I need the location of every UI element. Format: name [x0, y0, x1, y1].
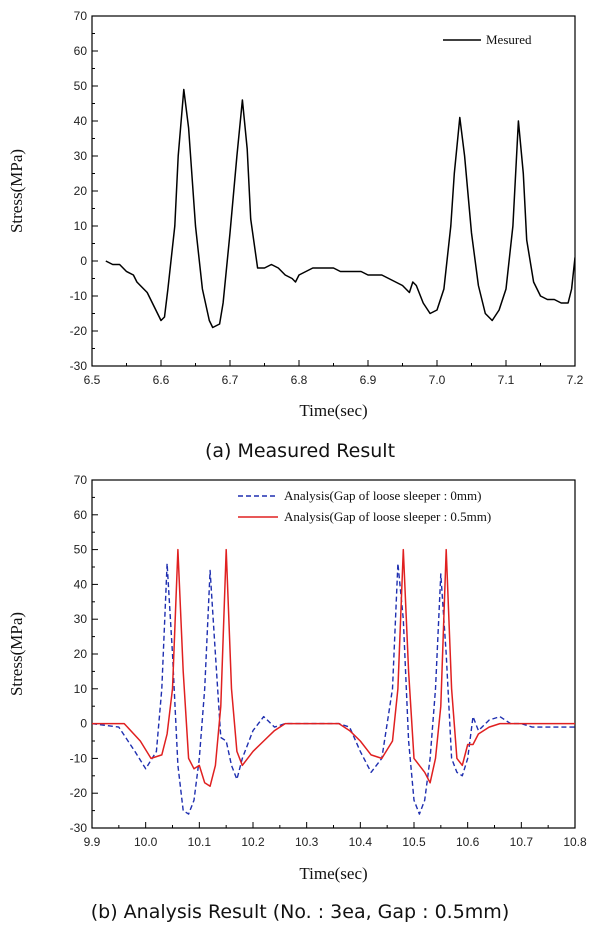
x-tick-label: 6.5: [84, 373, 101, 387]
legend-label: Analysis(Gap of loose sleeper : 0mm): [284, 488, 481, 503]
legend-label: Mesured: [486, 32, 532, 47]
x-tick-label: 6.6: [153, 373, 170, 387]
x-tick-label: 7.1: [498, 373, 515, 387]
x-tick-label: 6.7: [222, 373, 239, 387]
x-tick-label: 10.4: [349, 835, 373, 849]
y-tick-label: 60: [74, 44, 88, 58]
x-tick-label: 10.8: [563, 835, 587, 849]
series-line-2: [92, 548, 575, 787]
x-tick-label: 10.5: [402, 835, 426, 849]
x-tick-label: 9.9: [84, 835, 101, 849]
y-tick-label: -10: [70, 289, 88, 303]
x-tick-label: 10.6: [456, 835, 480, 849]
x-axis-label: Time(sec): [299, 401, 367, 420]
chart-measured: -30 -20 -10 0 10 20 30 40 50 60 70 6.5 6.6 6.7 6.8 6.9 7…: [7, 9, 584, 420]
y-tick-label: -10: [70, 751, 88, 765]
x-tick-label: 10.7: [510, 835, 534, 849]
y-axis-label: Stress(MPa): [7, 149, 26, 233]
x-tick-label: 10.0: [134, 835, 158, 849]
y-tick-label: 50: [74, 79, 88, 93]
figure-caption: (b) Analysis Result (No. : 3ea, Gap : 0.…: [91, 901, 509, 923]
plot-frame: [91, 479, 576, 829]
x-axis-label: Time(sec): [299, 864, 367, 883]
y-tick-label: 70: [74, 9, 88, 23]
series-line-1: [92, 562, 575, 815]
y-tick-label: -30: [70, 359, 88, 373]
y-tick-label: 50: [74, 543, 88, 557]
chart-analysis: -30 -20 -10 0 10 20 30 40 50 60 70 9.9 10.0 10.1 10.2 1…: [7, 473, 587, 883]
y-tick-label: 0: [80, 717, 87, 731]
y-tick-label: 20: [74, 647, 88, 661]
legend-label: Analysis(Gap of loose sleeper : 0.5mm): [284, 509, 491, 524]
x-tick-label: 6.8: [291, 373, 308, 387]
x-tick-label: 10.1: [188, 835, 212, 849]
x-tick-label: 10.2: [241, 835, 265, 849]
x-tick-label: 7.2: [567, 373, 584, 387]
x-tick-label: 7.0: [429, 373, 446, 387]
y-tick-label: 10: [74, 219, 88, 233]
y-tick-label: 60: [74, 508, 88, 522]
y-axis-label: Stress(MPa): [7, 612, 26, 696]
series-line-1: [105, 88, 575, 329]
y-tick-label: 70: [74, 473, 88, 487]
y-tick-label: 40: [74, 577, 88, 591]
y-tick-label: -30: [70, 821, 88, 835]
y-tick-label: 0: [80, 254, 87, 268]
y-tick-label: 10: [74, 682, 88, 696]
y-tick-label: 40: [74, 114, 88, 128]
y-tick-label: -20: [70, 786, 88, 800]
x-tick-label: 10.3: [295, 835, 319, 849]
figure-caption: (a) Measured Result: [205, 440, 395, 462]
y-tick-label: 30: [74, 149, 88, 163]
x-tick-label: 6.9: [360, 373, 377, 387]
y-tick-label: 30: [74, 612, 88, 626]
y-tick-label: 20: [74, 184, 88, 198]
y-tick-label: -20: [70, 324, 88, 338]
